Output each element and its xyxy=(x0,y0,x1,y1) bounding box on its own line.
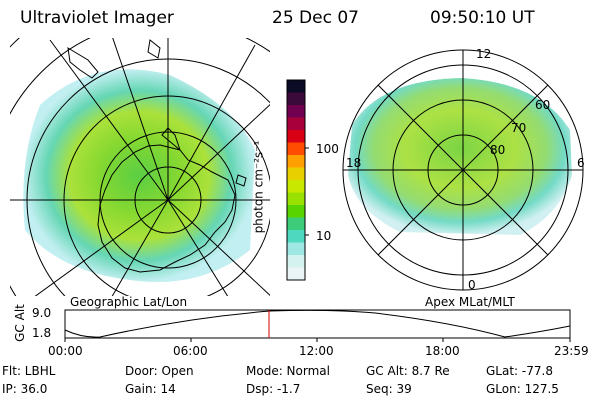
status-seq: Seq: 39 xyxy=(366,382,412,396)
status-gc-alt: GC Alt: 8.7 Re xyxy=(366,364,450,378)
colorbar-swatch xyxy=(287,192,305,206)
colorbar-swatch xyxy=(287,180,305,193)
colorbar-swatch xyxy=(287,267,305,281)
colorbar-swatch xyxy=(287,255,305,268)
status-ip: IP: 36.0 xyxy=(2,382,48,396)
mlt-label-6: 6 xyxy=(577,156,585,170)
colorbar-tick-10: 10 xyxy=(316,229,332,243)
colorbar-swatch xyxy=(287,80,305,93)
mlat-label-80: 80 xyxy=(490,143,506,157)
altitude-plot xyxy=(64,309,571,342)
altitude-tick-1-8: 1.8 xyxy=(32,326,52,340)
mlt-label-12: 12 xyxy=(476,47,492,61)
colorbar-swatch xyxy=(287,105,305,118)
image-date: 25 Dec 07 xyxy=(272,8,359,28)
time-tick-0000: 00:00 xyxy=(48,344,83,358)
colorbar-swatch xyxy=(287,242,305,256)
instrument-title: Ultraviolet Imager xyxy=(20,8,174,28)
colorbar-swatch xyxy=(287,230,305,243)
status-glat: GLat: -77.8 xyxy=(486,364,553,378)
colorbar-swatch xyxy=(287,92,305,106)
status-mode: Mode: Normal xyxy=(246,364,330,378)
time-tick-1800: 18:00 xyxy=(425,344,460,358)
image-time: 09:50:10 UT xyxy=(430,8,535,28)
antarctica-coastline xyxy=(97,127,236,273)
colorbar-frame xyxy=(286,79,306,281)
geographic-map xyxy=(10,38,270,296)
colorbar-swatch xyxy=(287,117,305,131)
continent-outline xyxy=(67,39,247,187)
status-glon: GLon: 127.5 xyxy=(486,382,559,396)
mlat-label-70: 70 xyxy=(511,121,527,135)
altitude-curve xyxy=(64,309,571,338)
time-tick-2359: 23:59 xyxy=(554,344,589,358)
colorbar-swatch xyxy=(287,142,305,156)
status-filter: Flt: LBHL xyxy=(2,364,56,378)
colorbar-tick-100: 100 xyxy=(316,142,339,156)
status-dsp: Dsp: -1.7 xyxy=(246,382,301,396)
right-map-caption: Apex MLat/MLT xyxy=(425,295,515,309)
mlt-label-18: 18 xyxy=(346,156,362,170)
time-tick-0600: 06:00 xyxy=(173,344,208,358)
colorbar xyxy=(286,79,309,281)
mlat-label-60: 60 xyxy=(535,98,551,112)
colorbar-swatch xyxy=(287,205,305,218)
mlt-label-0: 0 xyxy=(468,278,476,292)
magnetic-map xyxy=(342,49,584,291)
altitude-tick-9: 9.0 xyxy=(32,306,52,320)
altitude-axis-label: GC Alt xyxy=(13,304,27,342)
colorbar-swatch xyxy=(287,130,305,143)
left-map-caption: Geographic Lat/Lon xyxy=(70,295,188,309)
colorbar-swatch xyxy=(287,217,305,231)
status-door: Door: Open xyxy=(125,364,194,378)
colorbar-swatch xyxy=(287,167,305,181)
left-aurora-image xyxy=(23,69,255,283)
colorbar-swatch xyxy=(287,155,305,168)
time-tick-1200: 12:00 xyxy=(299,344,334,358)
colorbar-unit-label: photon cm⁻²s⁻¹ xyxy=(251,140,266,234)
status-gain: Gain: 14 xyxy=(125,382,176,396)
